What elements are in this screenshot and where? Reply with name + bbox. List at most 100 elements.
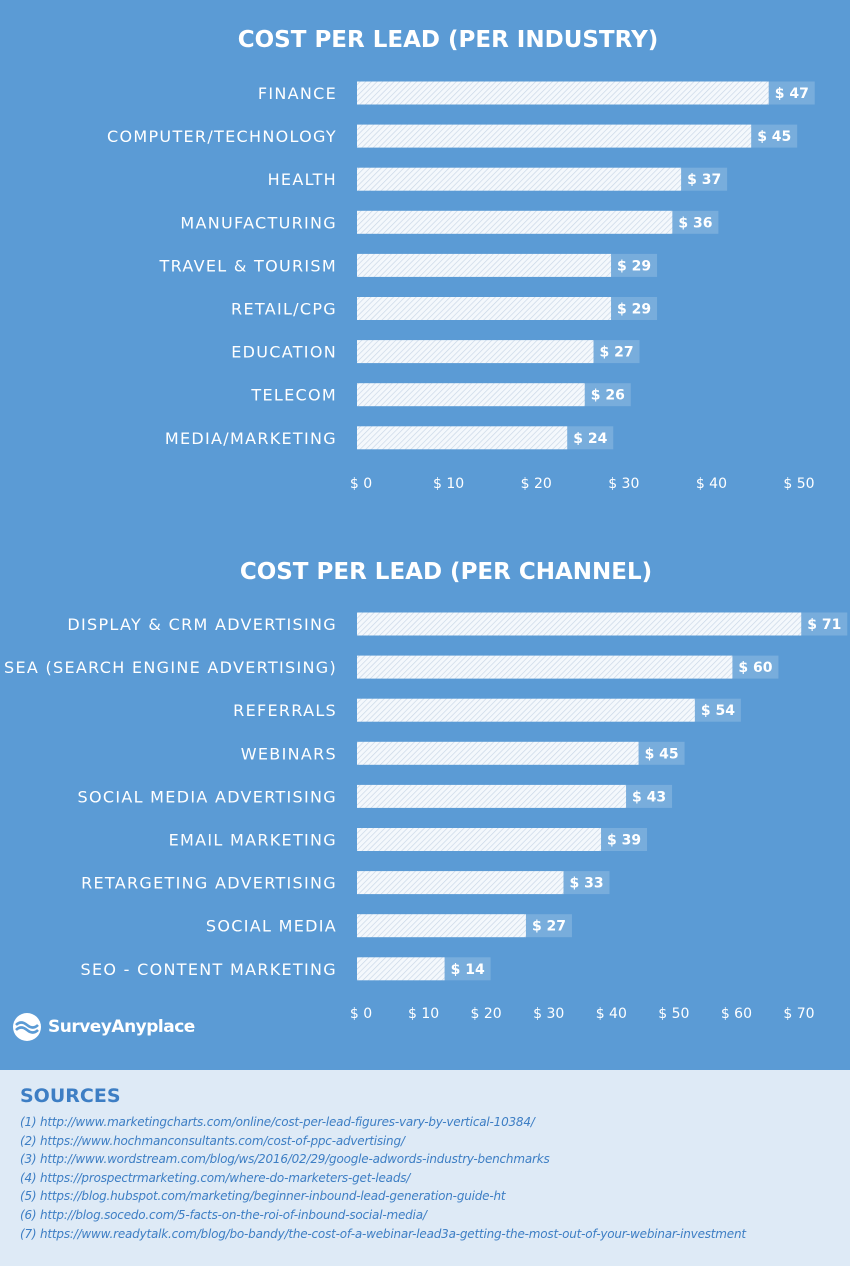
tick-label: $ 50 [658,1006,689,1022]
industry-chart: COST PER LEAD (PER INDUSTRY) FINANCE COMP… [107,27,815,492]
tick-label: $ 20 [471,1006,502,1022]
value-label-tab [584,383,631,407]
value-label: $ 45 [645,746,679,762]
value-label-tab [563,871,610,895]
value-label: $ 29 [617,302,651,318]
category-label: HEALTH [268,170,337,189]
bar [357,340,594,364]
category-label: TRAVEL & TOURISM [159,256,337,275]
source-item[interactable]: (2) https://www.hochmanconsultants.com/c… [20,1133,405,1148]
channel-chart-title: COST PER LEAD (PER CHANNEL) [240,559,652,585]
category-label: REFERRALS [233,701,337,720]
category-label: MEDIA/MARKETING [165,429,337,448]
value-label-tab [444,957,491,981]
value-label-tab [801,612,848,636]
value-label: $ 47 [775,86,809,102]
bar [357,741,639,765]
value-label-tab [611,253,658,277]
bar [357,167,682,191]
source-item[interactable]: (4) https://prospectrmarketing.com/where… [20,1170,411,1185]
category-label: RETAIL/CPG [231,300,337,319]
tick-label: $ 30 [533,1006,564,1022]
value-label-tab [672,210,719,234]
value-label-tab [593,340,640,364]
bar [357,210,673,234]
value-label: $ 71 [807,617,841,633]
value-label-tab [611,297,658,320]
bar [357,253,612,277]
category-label: MANUFACTURING [180,213,337,232]
bar [357,957,445,981]
channel-axis-ticks: $ 0 $ 10 $ 20 $ 30 $ 40 $ 50 $ 60 $ 70 [350,1006,815,1022]
source-item[interactable]: (3) http://www.wordstream.com/blog/ws/20… [20,1152,550,1167]
industry-chart-title: COST PER LEAD (PER INDUSTRY) [238,27,659,53]
wave-logo-icon [13,1013,41,1041]
source-item[interactable]: (6) http://blog.socedo.com/5-facts-on-th… [20,1207,427,1222]
value-label: $ 24 [573,431,607,447]
value-label: $ 60 [738,660,772,676]
channel-value-labels: $ 71 $ 60 $ 54 $ 45 $ 43 $ 39 $ 33 $ 27 $ 14 [444,612,848,981]
sources-title: SOURCES [20,1085,121,1107]
tick-label: $ 40 [596,1006,627,1022]
category-label: TELECOM [250,386,337,405]
tick-label: $ 10 [433,476,464,492]
industry-category-labels: FINANCE COMPUTER/TECHNOLOGY HEALTH MANUFACT… [107,84,337,448]
channel-category-labels: DISPLAY & CRM ADVERTISING SEA (SEARCH ENG… [4,615,338,979]
value-label: $ 29 [617,258,651,274]
bar [357,81,769,105]
value-label-tab [768,81,815,105]
category-label: SOCIAL MEDIA ADVERTISING [78,787,338,806]
source-item[interactable]: (1) http://www.marketingcharts.com/onlin… [20,1115,535,1129]
surveyanyplace-logo: SurveyAnyplace [12,1012,195,1042]
bar [357,914,526,938]
category-label: EDUCATION [231,343,337,362]
value-label: $ 37 [687,172,721,188]
value-label-tab [751,124,798,148]
bar [357,784,627,808]
category-label: FINANCE [258,84,337,103]
channel-chart: COST PER LEAD (PER CHANNEL) DISPLAY & CR… [4,559,848,1022]
industry-bars [357,81,769,450]
industry-axis-ticks: $ 0 $ 10 $ 20 $ 30 $ 40 $ 50 [350,476,815,492]
value-label-tab [694,698,741,722]
value-label-tab [681,167,728,191]
category-label: DISPLAY & CRM ADVERTISING [67,615,337,634]
source-item[interactable]: (5) https://blog.hubspot.com/marketing/b… [20,1189,506,1204]
tick-label: $ 70 [783,1006,814,1022]
value-label-tab [601,828,648,851]
value-label: $ 27 [600,345,634,361]
bar [357,426,568,450]
channel-bars [357,612,802,981]
bar [357,828,602,851]
source-item[interactable]: (7) https://www.readytalk.com/blog/bo-ba… [20,1226,746,1241]
bar [357,655,733,679]
category-label: EMAIL MARKETING [169,831,337,850]
bar [357,124,752,148]
tick-label: $ 60 [721,1006,752,1022]
tick-label: $ 0 [350,1006,372,1022]
category-label: RETARGETING ADVERTISING [81,874,337,893]
industry-value-labels: $ 47 $ 45 $ 37 $ 36 $ 29 $ 29 $ 27 $ 26 $ 24 [567,81,815,450]
tick-label: $ 0 [350,476,372,492]
category-label: COMPUTER/TECHNOLOGY [107,127,337,146]
tick-label: $ 10 [408,1006,439,1022]
value-label: $ 33 [569,876,603,892]
value-label: $ 43 [632,789,666,805]
tick-label: $ 50 [783,476,814,492]
value-label-tab [567,426,614,450]
value-label: $ 14 [451,962,485,978]
value-label-tab [732,655,779,679]
value-label-tab [638,741,685,765]
tick-label: $ 30 [608,476,639,492]
category-label: SEO - CONTENT MARKETING [81,960,337,979]
bar [357,383,585,407]
bar [357,297,612,320]
category-label: SEA (SEARCH ENGINE ADVERTISING) [4,658,337,677]
bar [357,871,564,895]
category-label: WEBINARS [241,744,337,763]
category-label: SOCIAL MEDIA [206,917,337,936]
tick-label: $ 40 [696,476,727,492]
value-label: $ 36 [678,215,712,231]
value-label: $ 39 [607,833,641,849]
